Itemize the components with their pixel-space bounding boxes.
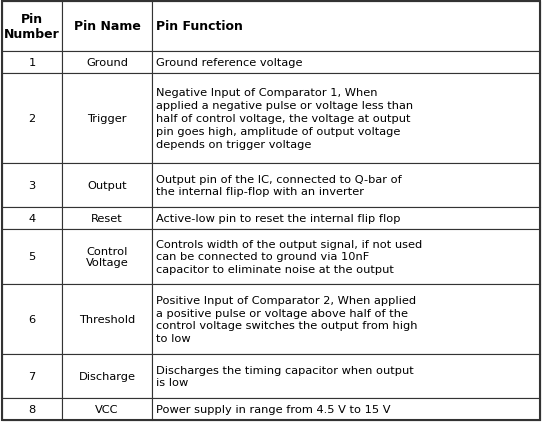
Bar <box>62 52 152 74</box>
Bar <box>2 164 62 208</box>
Text: Controls width of the output signal, if not used
can be connected to ground via : Controls width of the output signal, if … <box>156 239 422 275</box>
Bar <box>152 208 540 230</box>
Text: Control
Voltage: Control Voltage <box>86 246 129 268</box>
Bar <box>62 2 152 52</box>
Bar <box>62 164 152 208</box>
Bar <box>152 284 540 354</box>
Text: Trigger: Trigger <box>88 114 127 124</box>
Bar <box>152 354 540 398</box>
Text: 5: 5 <box>28 252 36 262</box>
Text: 3: 3 <box>28 181 36 190</box>
Bar <box>152 2 540 52</box>
Bar <box>2 2 62 52</box>
Text: Pin
Number: Pin Number <box>4 13 60 41</box>
Text: Negative Input of Comparator 1, When
applied a negative pulse or voltage less th: Negative Input of Comparator 1, When app… <box>156 88 413 149</box>
Text: 8: 8 <box>28 404 36 414</box>
Bar <box>2 284 62 354</box>
Bar <box>2 230 62 284</box>
Text: Active-low pin to reset the internal flip flop: Active-low pin to reset the internal fli… <box>156 214 400 224</box>
Bar <box>152 164 540 208</box>
Text: Ground reference voltage: Ground reference voltage <box>156 58 302 68</box>
Text: Positive Input of Comparator 2, When applied
a positive pulse or voltage above h: Positive Input of Comparator 2, When app… <box>156 295 417 344</box>
Text: VCC: VCC <box>95 404 119 414</box>
Text: Output pin of the IC, connected to Q-bar of
the internal flip-flop with an inver: Output pin of the IC, connected to Q-bar… <box>156 174 401 197</box>
Bar <box>62 230 152 284</box>
Text: 1: 1 <box>28 58 36 68</box>
Text: Output: Output <box>87 181 127 190</box>
Bar <box>62 354 152 398</box>
Bar <box>152 52 540 74</box>
Text: Ground: Ground <box>86 58 128 68</box>
Bar <box>152 398 540 420</box>
Bar <box>62 208 152 230</box>
Text: Discharge: Discharge <box>79 371 136 381</box>
Text: 6: 6 <box>28 314 36 324</box>
Text: Pin Name: Pin Name <box>73 21 141 34</box>
Bar <box>62 74 152 164</box>
Bar <box>62 398 152 420</box>
Bar <box>2 52 62 74</box>
Text: Pin Function: Pin Function <box>156 21 243 34</box>
Text: 7: 7 <box>28 371 36 381</box>
Bar <box>2 398 62 420</box>
Text: Reset: Reset <box>91 214 123 224</box>
Text: 4: 4 <box>28 214 36 224</box>
Text: Threshold: Threshold <box>79 314 135 324</box>
Text: Discharges the timing capacitor when output
is low: Discharges the timing capacitor when out… <box>156 365 414 387</box>
Bar <box>2 208 62 230</box>
Bar <box>152 230 540 284</box>
Bar <box>62 284 152 354</box>
Bar <box>2 354 62 398</box>
Text: 2: 2 <box>28 114 36 124</box>
Text: Power supply in range from 4.5 V to 15 V: Power supply in range from 4.5 V to 15 V <box>156 404 391 414</box>
Bar <box>152 74 540 164</box>
Bar <box>2 74 62 164</box>
